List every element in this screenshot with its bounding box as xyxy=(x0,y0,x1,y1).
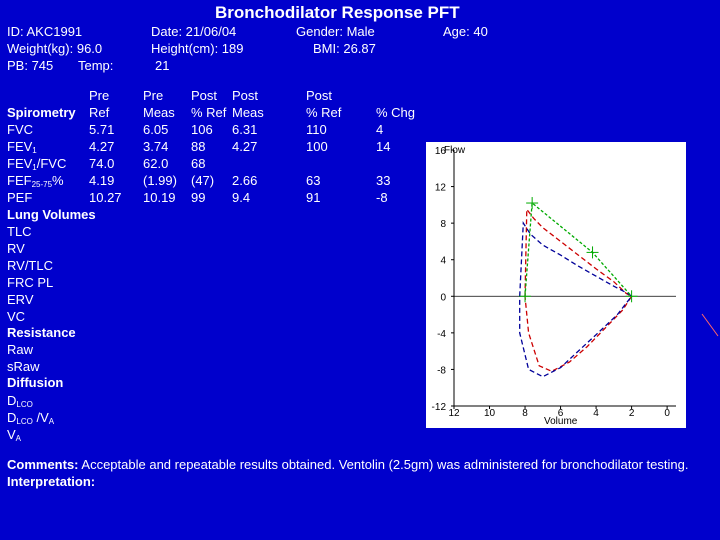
cell-post-4: 9.4 xyxy=(232,190,251,205)
row-label-1: FEV1 xyxy=(7,139,37,155)
section-lung-volumes: Lung Volumes xyxy=(7,207,96,222)
x-tick-label: 0 xyxy=(664,408,670,419)
x-tick-label: 4 xyxy=(593,408,599,419)
cell-post_ref-0: 110 xyxy=(306,122,327,137)
header-pre-ref: Pre Ref xyxy=(89,88,110,120)
barometric-pressure: PB: 745 xyxy=(7,58,54,73)
series-post-line xyxy=(519,221,633,378)
y-axis-label: Flow xyxy=(444,145,466,156)
series-pre-line xyxy=(524,207,633,373)
report-title: Bronchodilator Response PFT xyxy=(215,3,460,22)
row-label-2: FEV1/FVC xyxy=(7,156,67,172)
flow-volume-chart: Flow Volume 16 12 8 4 0 -4 -8 -12 12 10 8 6 4 2 0 xyxy=(426,142,686,428)
cell-chg-0: 4 xyxy=(376,122,384,137)
cell-ref-4: 10.27 xyxy=(89,190,122,205)
interpretation-label: Interpretation: xyxy=(7,474,96,489)
lung-volume-rv-tlc: RV/TLC xyxy=(7,258,53,273)
cell-ref-3: 4.19 xyxy=(89,173,115,188)
section-spirometry: Spirometry xyxy=(7,105,76,120)
patient-id: ID: AKC1991 xyxy=(7,24,83,39)
y-tick-label: 0 xyxy=(440,292,446,303)
cell-chg-1: 14 xyxy=(376,139,391,154)
test-date: Date: 21/06/04 xyxy=(151,24,237,39)
x-tick-label: 10 xyxy=(484,408,496,419)
patient-gender: Gender: Male xyxy=(296,24,375,39)
resistance-raw: Raw xyxy=(7,342,34,357)
cell-post_pct-2: 68 xyxy=(191,156,206,171)
cell-pre-3: (1.99) xyxy=(143,173,177,188)
diffusion-va: VA xyxy=(7,427,22,443)
x-tick-label: 6 xyxy=(558,408,564,419)
y-tick-label: -12 xyxy=(432,402,447,413)
resistance-sraw: sRaw xyxy=(7,359,40,374)
y-tick-label: 8 xyxy=(440,219,446,230)
row-label-3: FEF25-75% xyxy=(7,173,64,189)
temp-value: 21 xyxy=(155,58,170,73)
diffusion-dlco: DLCO xyxy=(7,393,33,409)
cell-post_pct-3: (47) xyxy=(191,173,215,188)
cell-ref-2: 74.0 xyxy=(89,156,115,171)
header-post-pct-ref: Post% Ref xyxy=(191,88,227,120)
cell-post-1: 4.27 xyxy=(232,139,258,154)
cell-post_pct-0: 106 xyxy=(191,122,213,137)
cell-post_ref-3: 63 xyxy=(306,173,321,188)
lung-volume-erv: ERV xyxy=(7,292,34,307)
comments-label: Comments: xyxy=(7,457,79,472)
y-tick-label: 12 xyxy=(435,183,447,194)
patient-bmi: BMI: 26.87 xyxy=(313,41,376,56)
y-tick-label: -4 xyxy=(437,329,446,340)
y-tick-label: 16 xyxy=(435,146,447,157)
x-tick-label: 2 xyxy=(629,408,635,419)
comments-block: Comments: Acceptable and repeatable resu… xyxy=(7,456,707,490)
header-post-meas: Post Meas xyxy=(232,88,264,120)
cell-chg-3: 33 xyxy=(376,173,391,188)
cell-post-3: 2.66 xyxy=(232,173,258,188)
cell-pre-2: 62.0 xyxy=(143,156,169,171)
lung-volume-frc: FRC PL xyxy=(7,275,54,290)
x-tick-label: 12 xyxy=(448,408,460,419)
cell-chg-4: -8 xyxy=(376,190,388,205)
lung-volume-vc: VC xyxy=(7,309,26,324)
row-label-4: PEF xyxy=(7,190,33,205)
cell-post_pct-4: 99 xyxy=(191,190,206,205)
cell-ref-1: 4.27 xyxy=(89,139,115,154)
cell-pre-0: 6.05 xyxy=(143,122,169,137)
series-predicted-line xyxy=(524,201,633,297)
cell-pre-1: 3.74 xyxy=(143,139,169,154)
header-pre-meas: Pre Meas xyxy=(143,88,175,120)
header-pct-chg: % Chg xyxy=(376,105,416,120)
cell-ref-0: 5.71 xyxy=(89,122,115,137)
lung-volume-tlc: TLC xyxy=(7,224,32,239)
temp-label: Temp: xyxy=(78,58,114,73)
x-tick-label: 8 xyxy=(522,408,528,419)
cell-pre-4: 10.19 xyxy=(143,190,176,205)
cell-post-0: 6.31 xyxy=(232,122,258,137)
comments-text: Acceptable and repeatable results obtain… xyxy=(78,457,689,472)
y-tick-label: 4 xyxy=(440,256,446,267)
section-diffusion: Diffusion xyxy=(7,375,64,390)
cell-post_ref-4: 91 xyxy=(306,190,321,205)
header-post-ref: Post% Ref xyxy=(306,88,342,120)
cell-post_pct-1: 88 xyxy=(191,139,206,154)
y-tick-label: -8 xyxy=(437,365,446,376)
cell-post_ref-1: 100 xyxy=(306,139,328,154)
row-label-0: FVC xyxy=(7,122,33,137)
patient-age: Age: 40 xyxy=(443,24,488,39)
edge-mark xyxy=(701,313,719,337)
patient-weight: Weight(kg): 96.0 xyxy=(7,41,103,56)
diffusion-dlco-va: DLCO /VA xyxy=(7,410,55,426)
lung-volume-rv: RV xyxy=(7,241,25,256)
x-axis-label: Volume xyxy=(544,416,578,427)
patient-height: Height(cm): 189 xyxy=(151,41,244,56)
section-resistance: Resistance xyxy=(7,325,76,340)
